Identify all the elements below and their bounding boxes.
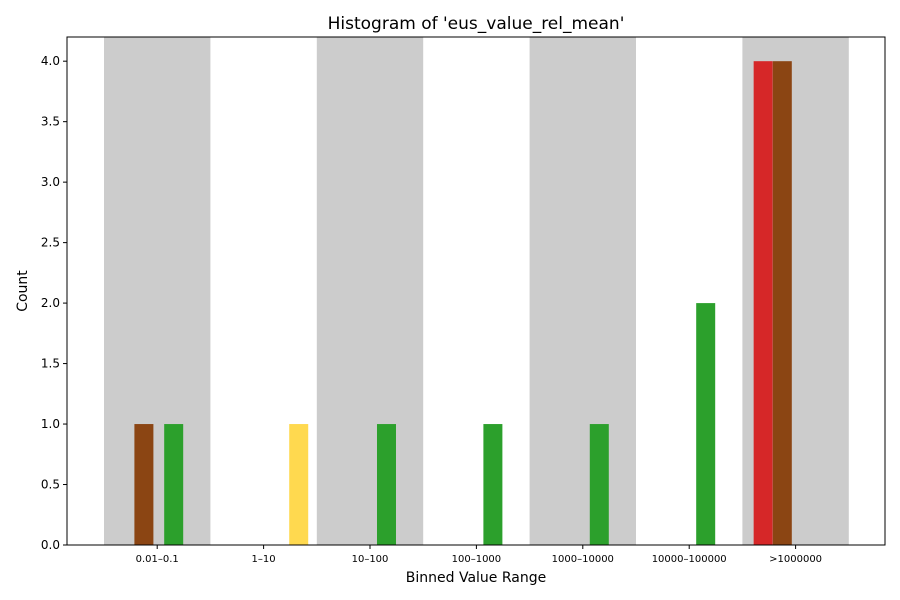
y-tick-label-2: 1.0 — [41, 417, 60, 431]
bar-0 — [134, 424, 154, 545]
x-tick-label-6: >1000000 — [769, 554, 822, 565]
bar-7 — [753, 61, 773, 545]
bin-shade-0 — [104, 37, 211, 545]
bar-3 — [376, 424, 396, 545]
x-tick-label-2: 10–100 — [352, 554, 389, 565]
y-axis-ticks: 0.0 0.5 1.0 1.5 2.0 2.5 3.0 3.5 4.0 — [41, 54, 67, 552]
y-tick-label-8: 4.0 — [41, 54, 60, 68]
y-tick-label-6: 3.0 — [41, 175, 60, 189]
x-tick-label-3: 100–1000 — [452, 554, 502, 565]
x-tick-label-4: 1000–10000 — [552, 554, 614, 565]
x-tick-label-0: 0.01–0.1 — [136, 554, 179, 565]
bar-8 — [772, 61, 792, 545]
y-tick-label-4: 2.0 — [41, 296, 60, 310]
bin-shade-2 — [316, 37, 424, 545]
x-axis-ticks: 0.01–0.1 1–10 10–100 100–1000 1000–10000 1000… — [136, 545, 822, 565]
y-axis-label: Count — [15, 270, 31, 312]
bar-1 — [164, 424, 184, 545]
y-tick-label-7: 3.5 — [41, 115, 60, 129]
y-tick-label-1: 0.5 — [41, 478, 60, 492]
bar-2 — [289, 424, 309, 545]
y-tick-label-5: 2.5 — [41, 236, 60, 250]
y-tick-label-0: 0.0 — [41, 538, 60, 552]
chart-title: Histogram of 'eus_value_rel_mean' — [328, 14, 625, 34]
bar-5 — [589, 424, 609, 545]
x-tick-label-5: 10000–100000 — [652, 554, 727, 565]
bars-layer — [134, 61, 792, 545]
bar-4 — [483, 424, 503, 545]
y-tick-label-3: 1.5 — [41, 357, 60, 371]
bar-6 — [696, 303, 716, 545]
x-tick-label-1: 1–10 — [252, 554, 276, 565]
x-axis-label: Binned Value Range — [406, 570, 546, 586]
bin-shade-4 — [529, 37, 636, 545]
